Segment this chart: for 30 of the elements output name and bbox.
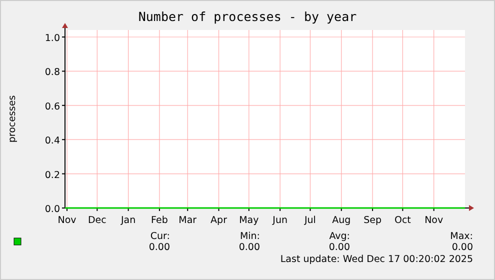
- x-tick-label: Jul: [303, 215, 316, 226]
- x-tick-label: Jan: [120, 215, 136, 226]
- y-axis-title: processes: [7, 95, 18, 143]
- chart-title: Number of processes - by year: [138, 9, 358, 24]
- x-tick-label: Mar: [178, 215, 197, 226]
- x-tick-label: Sep: [364, 215, 382, 226]
- x-tick-label: Oct: [394, 215, 412, 226]
- x-tick-label: Dec: [88, 215, 106, 226]
- y-tick-label: 0.2: [44, 170, 60, 181]
- text: 0.00: [238, 242, 260, 253]
- y-tick-label: 0.4: [44, 136, 60, 147]
- y-tick-label: 1.0: [44, 33, 60, 44]
- text: Cur:: [150, 231, 170, 242]
- x-tick-label: Apr: [210, 215, 228, 226]
- text: 0.00: [148, 242, 170, 253]
- text: 0.00: [328, 242, 350, 253]
- text: 0.00: [452, 242, 473, 253]
- text: Min:: [240, 231, 260, 242]
- text: Max:: [450, 231, 473, 242]
- y-tick-label: 0.0: [44, 204, 60, 215]
- text: Avg:: [329, 231, 350, 242]
- x-tick-label: Feb: [151, 215, 168, 226]
- x-tick-label: Jun: [272, 215, 288, 226]
- x-tick-label: Nov: [424, 215, 444, 226]
- x-tick-label: Aug: [332, 215, 351, 226]
- x-tick-label: Nov: [58, 215, 77, 226]
- y-tick-label: 0.8: [44, 67, 60, 78]
- y-tick-label: 0.6: [44, 101, 60, 112]
- text: Last update: Wed Dec 17 00:20:02 2025: [280, 254, 473, 265]
- x-tick-label: May: [239, 215, 260, 226]
